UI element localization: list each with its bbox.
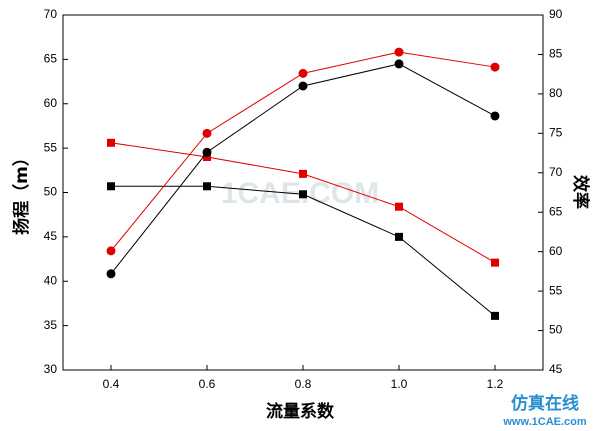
point	[298, 68, 308, 78]
y-tick-label: 60	[44, 96, 58, 110]
y-tick-label: 35	[44, 318, 58, 332]
point	[203, 153, 211, 161]
y2-tick-label: 55	[549, 283, 563, 297]
point	[107, 138, 115, 147]
point	[490, 62, 500, 72]
x-axis-label: 流量系数	[266, 401, 335, 422]
x-tick-label: 0.4	[103, 377, 120, 391]
y2-tick-label: 70	[549, 165, 563, 179]
point	[203, 182, 211, 191]
point	[491, 258, 499, 267]
point	[202, 147, 212, 157]
footer-url: www.1CAE.com	[502, 416, 587, 428]
y2-tick-label: 65	[549, 204, 563, 218]
y2-axis-label: 效率	[570, 175, 591, 209]
y2-tick-label: 75	[549, 126, 563, 140]
x-tick-label: 1.0	[391, 377, 408, 391]
y2-tick-label: 80	[549, 86, 563, 100]
y-tick-label: 70	[44, 7, 58, 21]
point	[490, 111, 500, 121]
point	[395, 232, 403, 241]
y-tick-label: 50	[44, 185, 58, 199]
y2-tick-label: 60	[549, 244, 563, 258]
y2-tick-label: 85	[549, 47, 563, 61]
point	[394, 59, 404, 69]
point	[106, 269, 116, 279]
y-tick-label: 55	[44, 140, 58, 154]
y-tick-label: 30	[44, 362, 58, 376]
x-tick-label: 0.8	[295, 377, 312, 391]
y-tick-label: 45	[44, 229, 58, 243]
point	[298, 81, 308, 91]
point	[394, 47, 404, 57]
x-tick-label: 1.2	[487, 377, 504, 391]
footer-brand: 仿真在线	[511, 393, 579, 414]
point	[202, 128, 212, 138]
y2-tick-label: 45	[549, 362, 563, 376]
y2-tick-label: 90	[549, 7, 563, 21]
point	[106, 246, 116, 256]
point	[395, 202, 403, 211]
point	[491, 311, 499, 320]
series-line	[110, 63, 496, 275]
y2-tick-label: 50	[549, 323, 563, 337]
point	[107, 182, 115, 191]
y-tick-label: 40	[44, 273, 58, 287]
point	[299, 169, 307, 178]
y-axis-label: 扬程（m）	[11, 149, 32, 235]
x-tick-label: 0.6	[199, 377, 216, 391]
point	[299, 190, 307, 199]
y-tick-label: 65	[44, 52, 58, 66]
